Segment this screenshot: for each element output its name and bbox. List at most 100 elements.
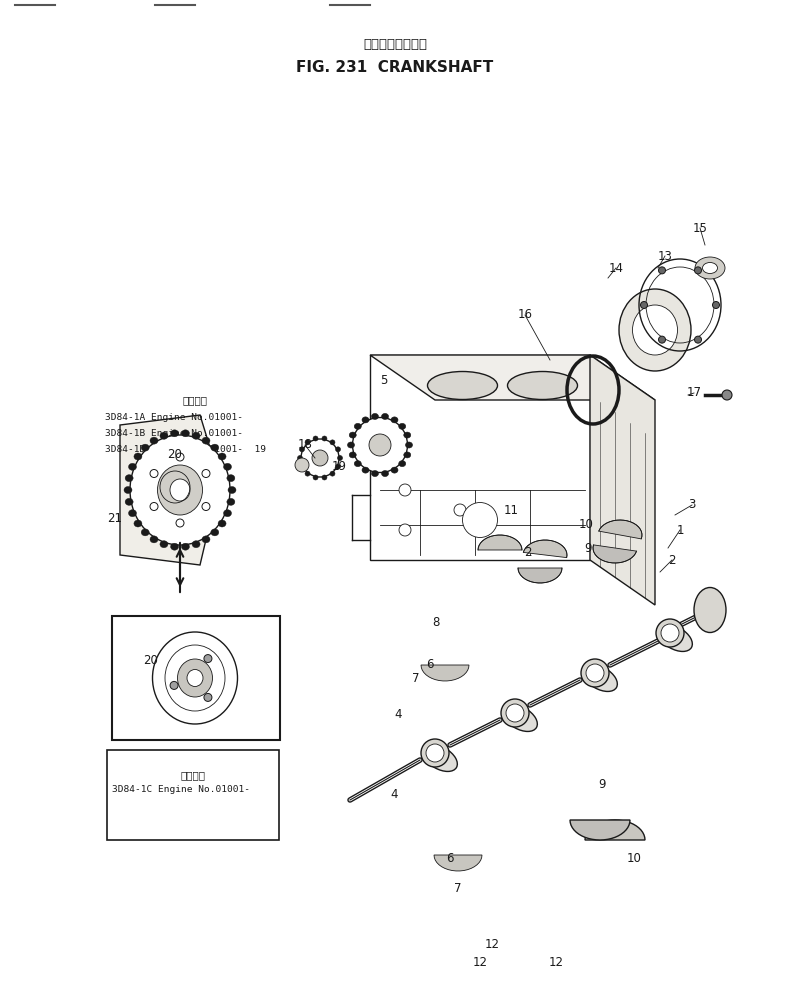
Polygon shape xyxy=(421,665,469,681)
Ellipse shape xyxy=(422,745,457,772)
Text: クランクシャフト: クランクシャフト xyxy=(363,38,427,51)
Ellipse shape xyxy=(204,655,212,663)
Ellipse shape xyxy=(335,464,340,469)
Text: 9: 9 xyxy=(598,779,606,792)
Ellipse shape xyxy=(171,544,179,551)
Ellipse shape xyxy=(171,429,179,436)
Ellipse shape xyxy=(312,450,328,466)
Ellipse shape xyxy=(658,267,665,274)
Polygon shape xyxy=(585,820,645,840)
Text: 8: 8 xyxy=(433,616,440,629)
Ellipse shape xyxy=(354,460,361,466)
Ellipse shape xyxy=(399,484,411,496)
Text: 17: 17 xyxy=(687,386,702,399)
Ellipse shape xyxy=(202,536,210,543)
Ellipse shape xyxy=(694,267,702,274)
Ellipse shape xyxy=(128,510,137,517)
Text: 適用号機: 適用号機 xyxy=(180,770,206,780)
FancyBboxPatch shape xyxy=(112,616,280,740)
Ellipse shape xyxy=(695,257,725,279)
Ellipse shape xyxy=(399,423,406,429)
Ellipse shape xyxy=(192,432,200,439)
Ellipse shape xyxy=(187,670,203,687)
Ellipse shape xyxy=(406,442,412,448)
Ellipse shape xyxy=(403,451,411,457)
Ellipse shape xyxy=(305,439,310,444)
Text: 3D84-1A Engine No.01001-: 3D84-1A Engine No.01001- xyxy=(105,413,243,422)
Text: 7: 7 xyxy=(454,882,462,895)
Ellipse shape xyxy=(150,503,158,511)
Text: 6: 6 xyxy=(446,852,454,865)
Ellipse shape xyxy=(353,417,407,472)
Text: 16: 16 xyxy=(517,308,532,321)
Ellipse shape xyxy=(313,436,318,441)
Text: 12: 12 xyxy=(472,956,487,969)
Ellipse shape xyxy=(210,444,219,451)
Polygon shape xyxy=(370,355,590,560)
Ellipse shape xyxy=(130,435,230,545)
Ellipse shape xyxy=(125,498,133,506)
Ellipse shape xyxy=(160,432,168,439)
Text: 適用号機: 適用号機 xyxy=(183,395,207,405)
Text: 11: 11 xyxy=(504,504,518,517)
Text: 13: 13 xyxy=(657,249,672,262)
Ellipse shape xyxy=(170,479,190,500)
Ellipse shape xyxy=(463,503,498,538)
Text: 12: 12 xyxy=(485,938,499,951)
Polygon shape xyxy=(478,536,522,550)
Ellipse shape xyxy=(362,467,369,473)
Ellipse shape xyxy=(508,371,577,399)
Ellipse shape xyxy=(142,529,149,536)
Text: 15: 15 xyxy=(693,221,707,234)
Ellipse shape xyxy=(381,470,388,476)
Ellipse shape xyxy=(583,665,617,692)
Ellipse shape xyxy=(202,503,210,511)
Text: 2: 2 xyxy=(524,547,532,560)
Ellipse shape xyxy=(427,371,498,399)
Ellipse shape xyxy=(702,262,717,273)
Ellipse shape xyxy=(661,624,679,642)
Ellipse shape xyxy=(347,442,354,448)
Ellipse shape xyxy=(128,463,137,470)
Text: 5: 5 xyxy=(380,373,388,386)
Ellipse shape xyxy=(125,474,133,481)
Ellipse shape xyxy=(181,429,189,436)
Ellipse shape xyxy=(372,470,378,476)
Ellipse shape xyxy=(227,498,235,506)
Text: 3: 3 xyxy=(688,498,696,512)
Text: 7: 7 xyxy=(412,672,420,685)
Ellipse shape xyxy=(305,471,310,476)
Text: 20: 20 xyxy=(143,654,158,667)
Ellipse shape xyxy=(369,434,391,456)
Ellipse shape xyxy=(657,625,692,652)
Text: 14: 14 xyxy=(608,261,623,274)
Ellipse shape xyxy=(160,541,168,548)
Ellipse shape xyxy=(224,463,232,470)
Polygon shape xyxy=(370,355,655,400)
Ellipse shape xyxy=(134,453,142,460)
Ellipse shape xyxy=(338,455,343,460)
Polygon shape xyxy=(590,355,655,605)
Ellipse shape xyxy=(170,682,178,690)
Ellipse shape xyxy=(421,739,449,767)
Ellipse shape xyxy=(157,465,202,515)
Ellipse shape xyxy=(301,439,339,477)
Ellipse shape xyxy=(633,305,678,355)
Ellipse shape xyxy=(722,390,732,400)
Ellipse shape xyxy=(224,510,232,517)
Ellipse shape xyxy=(641,301,648,308)
Text: 19: 19 xyxy=(331,460,346,473)
Ellipse shape xyxy=(300,446,305,451)
Ellipse shape xyxy=(204,694,212,702)
Ellipse shape xyxy=(322,436,327,441)
Polygon shape xyxy=(120,415,220,565)
Ellipse shape xyxy=(381,413,388,419)
Ellipse shape xyxy=(295,458,309,472)
Ellipse shape xyxy=(501,699,529,727)
Ellipse shape xyxy=(619,289,691,371)
Ellipse shape xyxy=(694,336,702,343)
Text: 21: 21 xyxy=(108,512,123,525)
Ellipse shape xyxy=(350,432,356,438)
Text: 3D84-1C Engine No.01001-: 3D84-1C Engine No.01001- xyxy=(112,786,250,795)
Ellipse shape xyxy=(399,460,406,466)
